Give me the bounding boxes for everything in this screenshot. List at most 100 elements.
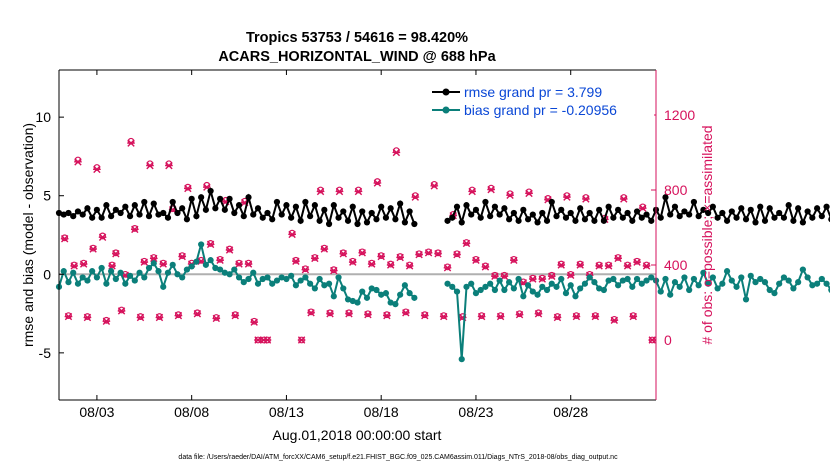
obs-assimilated-point <box>320 245 329 253</box>
rmse-point <box>160 209 167 217</box>
obs-assimilated-point <box>79 260 88 268</box>
bias-point <box>93 274 101 281</box>
obs-possible-point <box>317 186 324 194</box>
rmse-point <box>558 206 565 213</box>
obs-possible-point <box>288 229 296 237</box>
bias-point <box>738 274 745 281</box>
obs-possible-point <box>510 255 518 263</box>
bias-point <box>799 266 806 273</box>
obs-assimilated-point <box>193 310 202 318</box>
bias-point <box>472 290 480 297</box>
obs-assimilated-point <box>316 187 325 196</box>
rmse-point <box>766 205 773 212</box>
rmse-point <box>155 211 162 218</box>
obs-possible-point <box>411 192 419 200</box>
bias-point <box>624 275 631 283</box>
obs-assimilated-point <box>434 250 442 258</box>
obs-assimilated-point <box>443 264 452 272</box>
bias-point <box>771 290 778 297</box>
obs-possible-point <box>576 260 584 268</box>
rmse-point <box>577 205 584 212</box>
obs-assimilated-point <box>506 191 514 199</box>
obs-possible-point <box>535 309 542 317</box>
bias-point <box>690 275 698 283</box>
rmse-point <box>681 208 688 215</box>
rmse-point <box>605 203 612 210</box>
rmse-point <box>401 219 408 226</box>
rmse-point <box>359 208 366 215</box>
obs-assimilated-point <box>439 312 448 321</box>
rmse-point <box>714 214 721 221</box>
obs-assimilated-point <box>184 184 192 193</box>
obs-possible-point <box>591 312 599 320</box>
obs-assimilated-point <box>244 260 253 268</box>
obs-assimilated-point <box>481 263 490 271</box>
bias-point <box>596 285 603 292</box>
bias-point <box>795 279 802 286</box>
rmse-point <box>453 203 461 210</box>
bias-point <box>705 280 712 287</box>
rmse-point <box>638 214 645 221</box>
x-axis-label: Aug.01,2018 00:00:00 start <box>273 427 442 443</box>
obs-assimilated-point <box>538 275 547 283</box>
obs-possible-point <box>131 225 139 232</box>
bias-point <box>614 282 622 289</box>
rmse-point <box>686 211 693 218</box>
rmse-point <box>273 198 281 206</box>
rmse-point <box>591 217 598 224</box>
bias-point <box>136 269 143 276</box>
bias-point <box>757 275 764 283</box>
obs-assimilated-point <box>462 239 471 248</box>
bias-point <box>809 282 816 289</box>
rmse-point <box>269 216 276 223</box>
bias-point <box>600 286 607 294</box>
bias-point <box>510 285 517 292</box>
bias-point <box>297 277 304 284</box>
rmse-point <box>742 216 750 223</box>
bias-point <box>529 288 536 295</box>
rmse-point <box>330 202 337 209</box>
rmse-point <box>610 214 617 221</box>
obs-possible-point <box>112 249 120 257</box>
obs-assimilated-point <box>420 311 429 320</box>
obs-assimilated-point <box>633 258 641 266</box>
bias-point <box>562 290 570 297</box>
obs-assimilated-point <box>74 158 82 166</box>
bias-point <box>359 288 366 295</box>
obs-assimilated-point <box>500 272 509 280</box>
bias-point <box>60 268 67 275</box>
obs-possible-point <box>108 261 116 269</box>
rmse-point <box>84 205 91 212</box>
bias-point <box>700 269 707 276</box>
bias-point <box>264 274 271 281</box>
rmse-point <box>207 187 214 195</box>
rmse-line <box>446 197 830 227</box>
obs-possible-point <box>440 312 448 320</box>
obs-assimilated-point <box>525 189 533 198</box>
rmse-point <box>70 213 77 220</box>
bias-point <box>780 274 788 281</box>
bias-point <box>283 275 290 283</box>
obs-assimilated-point <box>629 312 638 321</box>
bias-point <box>657 288 664 295</box>
plot-area <box>59 70 656 400</box>
rmse-point <box>752 219 759 226</box>
obs-possible-point <box>345 309 353 317</box>
bias-point <box>723 268 731 275</box>
rmse-point <box>515 217 522 224</box>
rmse-point <box>709 203 716 210</box>
rmse-point <box>633 208 641 215</box>
obs-possible-point <box>358 248 366 256</box>
obs-possible-point <box>605 261 613 269</box>
rmse-point <box>188 195 195 202</box>
rmse-point <box>373 216 380 223</box>
obs-possible-point <box>506 190 514 198</box>
y-left-tick-label: 10 <box>35 109 51 125</box>
bias-point <box>387 299 394 306</box>
y-right-tick-label: 0 <box>664 332 672 348</box>
obs-possible-point <box>430 180 438 188</box>
obs-assimilated-point <box>563 193 571 201</box>
obs-possible-point <box>80 259 88 267</box>
rmse-point <box>728 208 735 215</box>
obs-assimilated-point <box>307 309 315 317</box>
